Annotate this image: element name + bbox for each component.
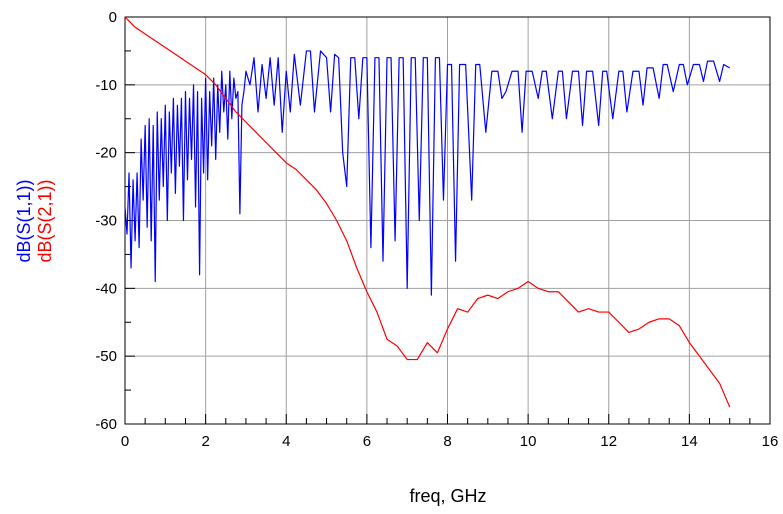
y-tick-label: -40 (95, 280, 117, 297)
y-tick-label: -30 (95, 213, 117, 230)
y-tick-labels: 0 -10 -20 -30 -40 -50 -60 (95, 9, 117, 433)
x-tick-label: 2 (201, 433, 209, 450)
x-tick-label: 4 (282, 433, 290, 450)
x-tick-label: 8 (443, 433, 451, 450)
x-axis-title: freq, GHz (409, 486, 486, 506)
y-tick-label: -50 (95, 348, 117, 365)
series-layer (124, 16, 731, 408)
x-tick-label: 6 (363, 433, 371, 450)
x-tick-label: 14 (681, 433, 698, 450)
minor-ticks (124, 16, 771, 425)
series-line-db-s-1-1 (124, 50, 730, 296)
y-tick-label: 0 (109, 9, 117, 26)
y-tick-label: -60 (95, 416, 117, 433)
y-tick-label: -20 (95, 145, 117, 162)
x-tick-labels: 0 2 4 6 8 10 12 14 16 (121, 433, 779, 450)
plot-frame (124, 16, 771, 425)
x-tick-label: 16 (762, 433, 779, 450)
x-tick-label: 10 (520, 433, 537, 450)
x-tick-label: 0 (121, 433, 129, 450)
series-line-db-s-2-1 (124, 16, 731, 408)
y-axis-title-s11: dB(S(1,1)) (14, 179, 34, 262)
y-axis-title-s21: dB(S(2,1)) (35, 179, 55, 262)
x-tick-label: 12 (600, 433, 617, 450)
y-tick-label: -10 (95, 77, 117, 94)
